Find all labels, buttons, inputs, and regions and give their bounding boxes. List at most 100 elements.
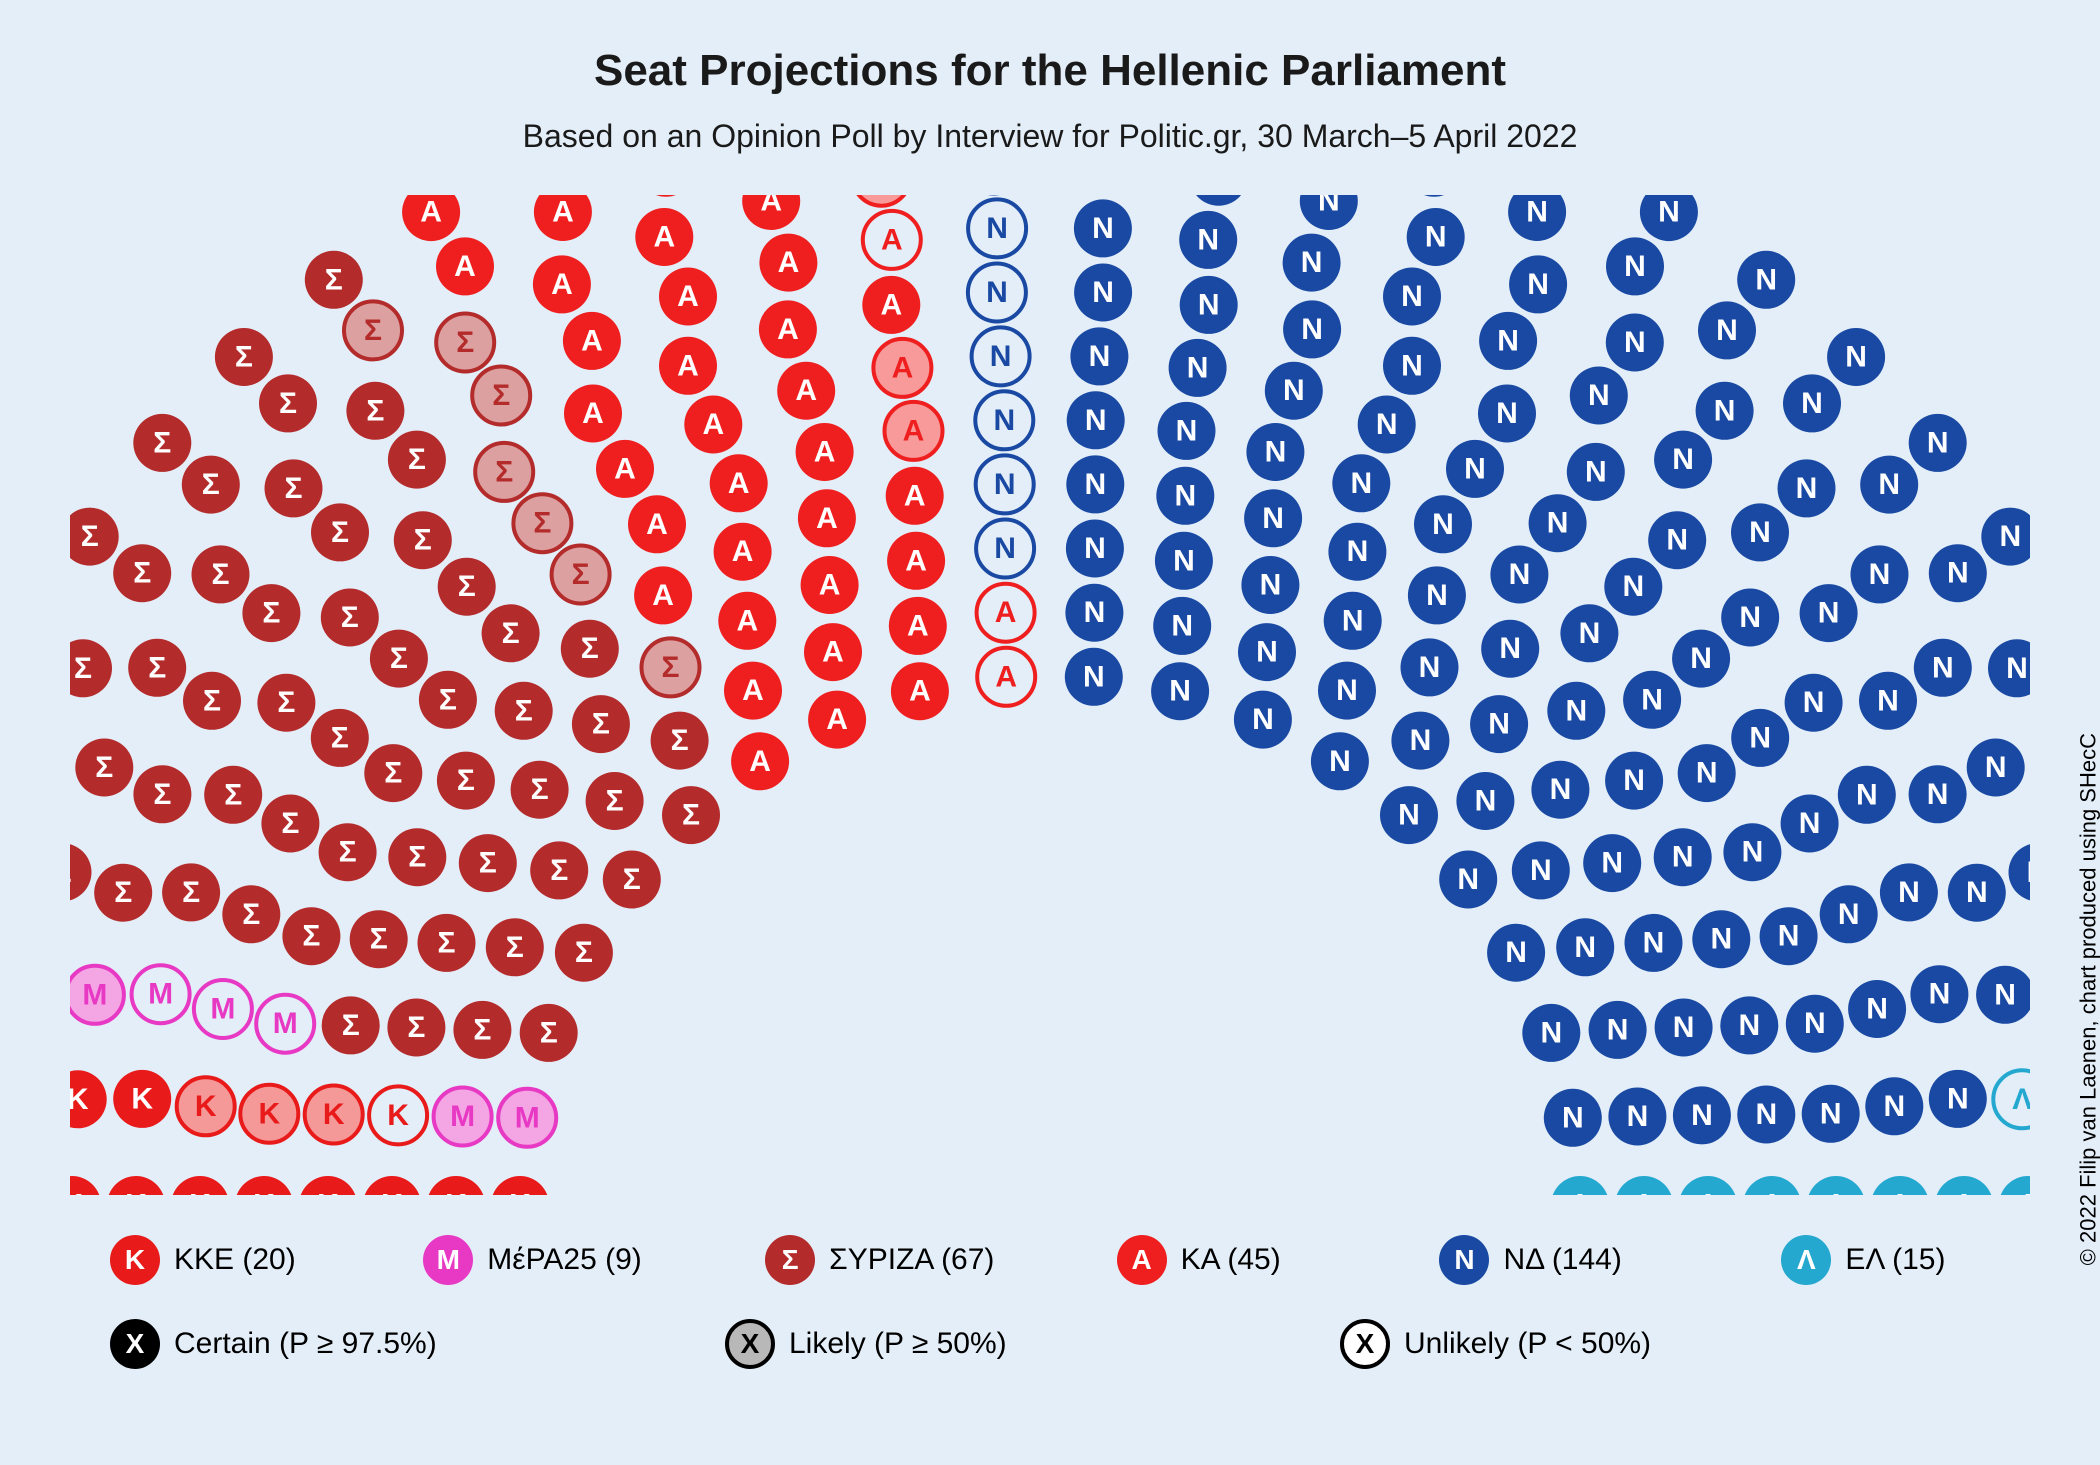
seat-syriza: Σ: [305, 251, 363, 309]
seat-ka: Α: [436, 237, 494, 295]
seat-nd: Ν: [1414, 495, 1472, 553]
seat-nd: Ν: [1531, 761, 1589, 819]
seat-el: Λ: [1743, 1176, 1801, 1195]
seat-ka: Α: [808, 691, 866, 749]
seat-ka: Α: [635, 208, 693, 266]
seat-syriza: Σ: [475, 443, 533, 501]
seat-syriza: Σ: [561, 620, 619, 678]
seat-syriza: Σ: [182, 456, 240, 514]
seat-nd: Ν: [1851, 545, 1909, 603]
legend-dot-syriza: Σ: [765, 1235, 815, 1285]
seat-syriza: Σ: [259, 374, 317, 432]
seat-nd: Ν: [1778, 459, 1836, 517]
seat-syriza: Σ: [322, 996, 380, 1054]
seat-nd: Ν: [1760, 907, 1818, 965]
seat-nd: Ν: [1067, 391, 1125, 449]
seat-ka: Α: [628, 495, 686, 553]
seat-nd: Ν: [1976, 966, 2030, 1024]
seat-nd: Ν: [1512, 841, 1570, 899]
seat-nd: Ν: [1405, 195, 1463, 197]
seat-ka: Α: [885, 402, 943, 460]
seat-nd: Ν: [1066, 455, 1124, 513]
seat-nd: Ν: [968, 199, 1026, 257]
seat-nd: Ν: [1781, 795, 1839, 853]
seat-ka: Α: [596, 440, 654, 498]
seat-kke: Κ: [369, 1086, 427, 1144]
seat-nd: Ν: [1654, 828, 1712, 886]
seat-syriza: Σ: [394, 511, 452, 569]
legend-prob-label-unlikely: Unlikely (P < 50%): [1404, 1327, 1651, 1361]
seat-nd: Ν: [1721, 589, 1779, 647]
seat-nd: Ν: [968, 264, 1026, 322]
legend-label-ka: ΚΑ (45): [1181, 1243, 1281, 1277]
seat-nd: Ν: [1151, 662, 1209, 720]
seat-mera25: Μ: [70, 966, 124, 1024]
seat-ka: Α: [777, 362, 835, 420]
seat-nd: Ν: [1408, 566, 1466, 624]
legend-dot-ka: Α: [1117, 1235, 1167, 1285]
seat-nd: Ν: [1786, 995, 1844, 1053]
legend-dot-el: Λ: [1781, 1235, 1831, 1285]
seat-nd: Ν: [1800, 584, 1858, 642]
seat-nd: Ν: [1589, 1001, 1647, 1059]
seat-nd: Ν: [1673, 1086, 1731, 1144]
legend-label-mera25: ΜέΡΑ25 (9): [487, 1243, 642, 1277]
seat-nd: Ν: [1066, 520, 1124, 578]
seat-ka: Α: [798, 489, 856, 547]
seat-syriza: Σ: [321, 589, 379, 647]
seat-nd: Ν: [1859, 672, 1917, 730]
seat-ka: Α: [564, 385, 622, 443]
seat-syriza: Σ: [486, 918, 544, 976]
seat-el: Λ: [1679, 1176, 1737, 1195]
seat-kke: Κ: [113, 1070, 171, 1128]
legend-prob-label-certain: Certain (P ≥ 97.5%): [174, 1327, 437, 1361]
seat-syriza: Σ: [113, 544, 171, 602]
seat-ka: Α: [659, 268, 717, 326]
seat-nd: Ν: [1383, 337, 1441, 395]
seat-nd: Ν: [1914, 639, 1972, 697]
seat-ka: Α: [759, 234, 817, 292]
seat-ka: Α: [637, 195, 695, 197]
seat-nd: Ν: [1439, 851, 1497, 909]
seat-nd: Ν: [1820, 885, 1878, 943]
seat-nd: Ν: [1605, 752, 1663, 810]
seat-syriza: Σ: [387, 999, 445, 1057]
seat-nd: Ν: [1827, 328, 1885, 386]
seat-syriza: Σ: [472, 367, 530, 425]
seat-ka: Α: [731, 732, 789, 790]
seat-ka: Α: [714, 523, 772, 581]
seat-nd: Ν: [972, 327, 1030, 385]
seat-ka: Α: [977, 584, 1035, 642]
seat-syriza: Σ: [265, 459, 323, 517]
seat-syriza: Σ: [344, 301, 402, 359]
seat-nd: Ν: [1838, 766, 1896, 824]
seat-ka: Α: [886, 467, 944, 525]
seat-nd: Ν: [1606, 314, 1664, 372]
seat-nd: Ν: [1238, 623, 1296, 681]
seat-nd: Ν: [1522, 1004, 1580, 1062]
seat-ka: Α: [804, 623, 862, 681]
seat-syriza: Σ: [495, 682, 553, 740]
seat-syriza: Σ: [552, 546, 610, 604]
seat-ka: Α: [533, 255, 591, 313]
seat-ka: Α: [873, 339, 931, 397]
seat-nd: Ν: [1654, 431, 1712, 489]
seat-nd: Ν: [1606, 237, 1664, 295]
seat-syriza: Σ: [75, 739, 133, 797]
seat-syriza: Σ: [162, 863, 220, 921]
seat-syriza: Σ: [311, 503, 369, 561]
seat-syriza: Σ: [530, 841, 588, 899]
seat-nd: Ν: [1391, 712, 1449, 770]
legend-prob-dot-likely: X: [725, 1319, 775, 1369]
seat-ka: Α: [718, 592, 776, 650]
seat-ka: Α: [634, 566, 692, 624]
legend-label-el: ΕΛ (15): [1845, 1243, 1945, 1277]
seat-nd: Ν: [1300, 195, 1358, 230]
seat-ka: Α: [796, 423, 854, 481]
seat-ka: Α: [742, 195, 800, 230]
legend-parties: ΚΚΚΕ (20)ΜΜέΡΑ25 (9)ΣΣΥΡΙΖΑ (67)ΑΚΑ (45)…: [70, 1225, 2030, 1295]
seat-nd: Ν: [976, 455, 1034, 513]
seat-el: Λ: [1807, 1176, 1865, 1195]
legend-prob-dot-unlikely: X: [1340, 1319, 1390, 1369]
seat-nd: Ν: [1283, 234, 1341, 292]
